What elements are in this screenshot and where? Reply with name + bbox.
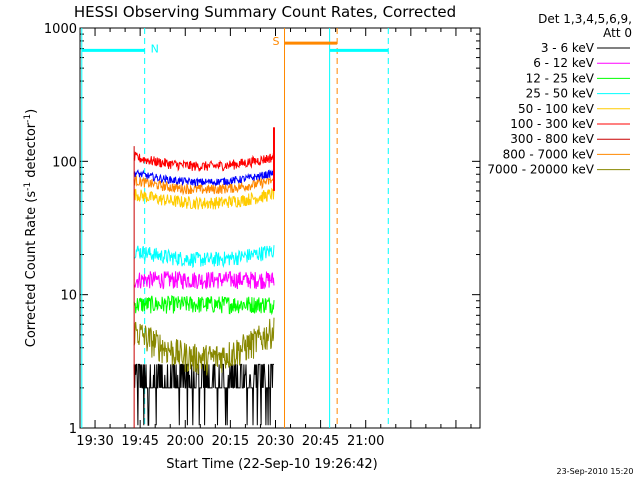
plot-frame	[79, 27, 481, 429]
legend-entry-label: 300 - 800 keV	[510, 132, 594, 146]
flag-label: S	[273, 35, 280, 48]
y-tick-label: 100	[52, 155, 77, 170]
series-line	[133, 151, 275, 172]
x-axis-label: Start Time (22-Sep-10 19:26:42)	[166, 457, 377, 472]
x-tick-label: 20:45	[302, 434, 339, 449]
y-axis-label-sup2: -1	[23, 114, 33, 123]
series-line	[133, 187, 275, 210]
legend-entry-label: 25 - 50 keV	[526, 87, 595, 101]
plot-area: 19:30 19:45 20:00 20:15 20:30 20:45 21:00 1 10 10…	[44, 22, 481, 449]
chart-title: HESSI Observing Summary Count Rates, Cor…	[74, 3, 456, 21]
series-line	[134, 245, 275, 269]
y-axis-label-mid: detector	[24, 122, 39, 182]
legend-entry-label: 800 - 7000 keV	[503, 147, 595, 161]
y-axis-label-end: )	[24, 109, 39, 114]
series-line	[133, 175, 275, 196]
x-tick-label: 20:00	[167, 434, 204, 449]
y-axis-label-main: Corrected Count Rate (s	[24, 191, 39, 348]
x-tick-label: 21:00	[347, 434, 384, 449]
series-line	[133, 317, 275, 376]
y-tick-label: 10	[60, 289, 77, 304]
y-tick-label: 1	[69, 422, 77, 437]
timestamp: 23-Sep-2010 15:20	[557, 467, 634, 476]
flag-label: N	[151, 42, 159, 55]
legend-header-line2: Att 0	[603, 26, 632, 40]
legend-entry-label: 100 - 300 keV	[510, 117, 594, 131]
series-line	[133, 169, 275, 188]
x-tick-label: 19:30	[76, 434, 113, 449]
legend-entry-label: 12 - 25 keV	[526, 71, 595, 85]
series-line	[133, 295, 275, 316]
legend-entry-label: 50 - 100 keV	[518, 102, 595, 116]
x-tick-label: 20:30	[257, 434, 294, 449]
legend-header-line1: Det 1,3,4,5,6,9,	[538, 12, 632, 26]
legend-entry-label: 7000 - 20000 keV	[487, 163, 594, 177]
y-axis-label: Corrected Count Rate (s-1 detector-1)	[23, 109, 39, 347]
x-tick-label: 20:15	[212, 434, 249, 449]
series-line	[133, 271, 275, 290]
y-axis-label-sup1: -1	[23, 182, 33, 191]
legend-entry-label: 3 - 6 keV	[541, 41, 595, 55]
x-tick-label: 19:45	[121, 434, 158, 449]
y-tick-label: 1000	[44, 22, 77, 37]
legend-entry-label: 6 - 12 keV	[533, 56, 595, 70]
